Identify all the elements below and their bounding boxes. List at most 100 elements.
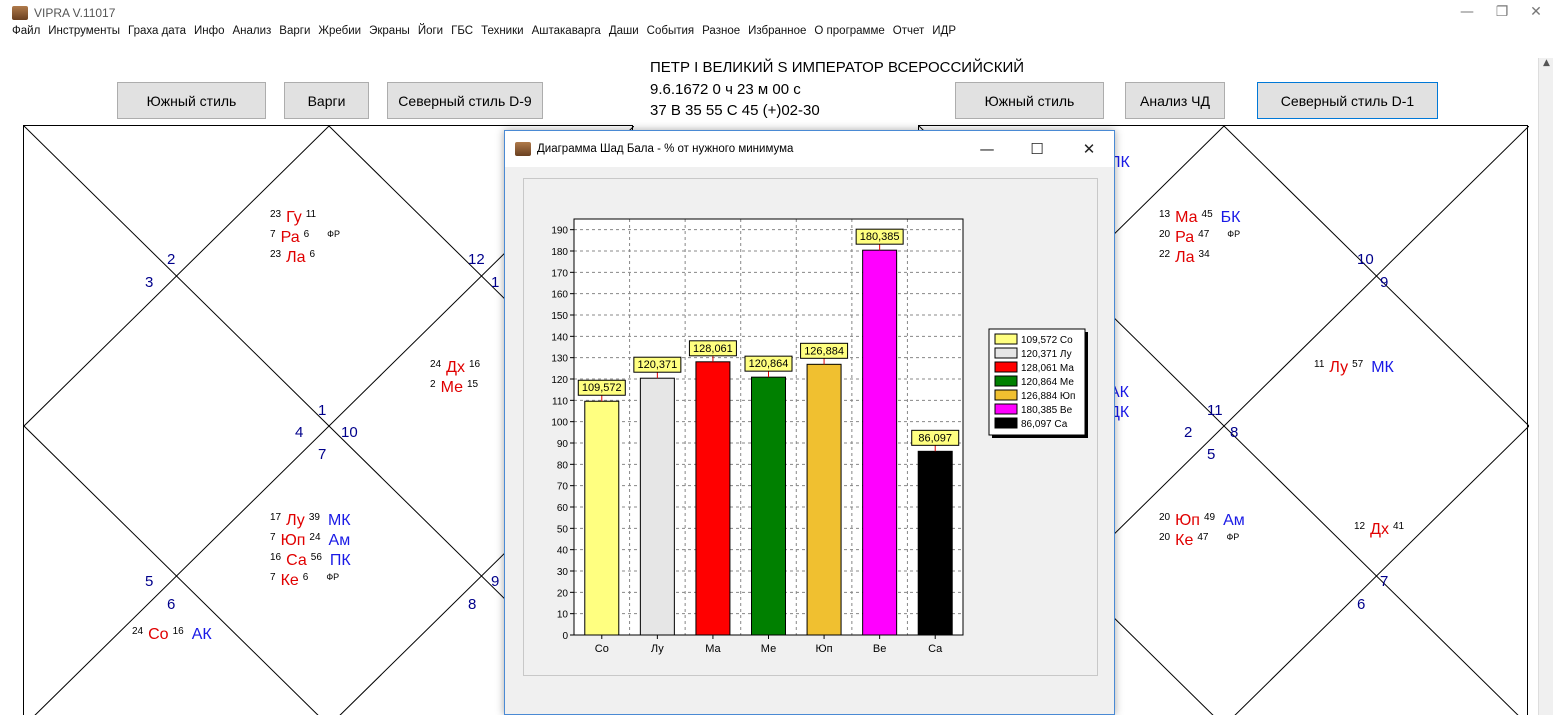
- vertical-scrollbar[interactable]: ▲: [1538, 58, 1553, 715]
- house-number: 1: [318, 402, 327, 419]
- planet-degree: 11: [1314, 359, 1325, 370]
- minimize-button[interactable]: —: [1460, 4, 1474, 20]
- planet-minutes: 16: [468, 359, 481, 370]
- north-style-d1-button[interactable]: Северный стиль D-1: [1257, 82, 1438, 119]
- menu-item-graha-data[interactable]: Граха дата: [128, 25, 186, 37]
- y-tick-label: 60: [557, 503, 569, 514]
- legend-entry: 126,884 Юп: [1021, 391, 1075, 402]
- menu-item-lots[interactable]: Жребии: [318, 25, 362, 37]
- planet-entry: 2 Ме 15: [430, 379, 478, 397]
- y-tick-label: 0: [562, 631, 568, 642]
- data-label: 120,371: [637, 359, 677, 371]
- house-number: 8: [468, 596, 477, 613]
- planet-entry: 23 Ла 6: [270, 249, 315, 267]
- data-label-box: [911, 429, 960, 446]
- menu-item-ashtakavarga[interactable]: Аштакаварга: [531, 25, 601, 37]
- planet-minutes: 34: [1198, 249, 1210, 260]
- functional-malefic-mark: ФР: [326, 572, 340, 582]
- menu-item-gbs[interactable]: ГБС: [451, 25, 474, 37]
- planet-name: Ке: [280, 572, 299, 589]
- menu-item-idr[interactable]: ИДР: [932, 25, 956, 37]
- y-tick-label: 130: [551, 354, 568, 365]
- x-tick-label: Лу: [651, 643, 664, 655]
- dialog-maximize-button[interactable]: ☐: [1030, 140, 1044, 158]
- menu-item-vargi[interactable]: Варги: [279, 25, 311, 37]
- x-tick-label: Со: [595, 643, 609, 655]
- close-button[interactable]: ✕: [1530, 4, 1542, 20]
- house-number: 1: [491, 274, 500, 291]
- legend-entry: 120,864 Ме: [1021, 377, 1074, 388]
- planet-entry: 23 Гу 11: [270, 209, 316, 227]
- menu-item-file[interactable]: Файл: [12, 25, 41, 37]
- data-label-box: [800, 342, 849, 359]
- dialog-minimize-button[interactable]: —: [979, 140, 995, 158]
- house-number: 3: [145, 274, 154, 291]
- menu-item-events[interactable]: События: [646, 25, 695, 37]
- planet-minutes: 15: [466, 379, 479, 390]
- legend-swatch: [994, 347, 1018, 359]
- house-number: 9: [1380, 274, 1389, 291]
- menu-item-techniques[interactable]: Техники: [481, 25, 524, 37]
- menu-item-about[interactable]: О программе: [814, 25, 885, 37]
- planet-entry: 7 Ра 6 ФР: [270, 229, 340, 247]
- menu-item-tools[interactable]: Инструменты: [48, 25, 120, 37]
- planet-entry: 7 Юп 24 Ам: [270, 532, 350, 550]
- planet-name: Со: [148, 626, 169, 643]
- y-tick-label: 120: [551, 375, 568, 386]
- menu-item-report[interactable]: Отчет: [892, 25, 925, 37]
- restore-button[interactable]: ❐: [1495, 4, 1509, 20]
- planet-name: Дх: [1370, 521, 1389, 538]
- planet-degree: 22: [1159, 249, 1171, 260]
- legend-swatch: [994, 403, 1018, 415]
- menu-item-dashas[interactable]: Даши: [608, 25, 639, 37]
- x-tick-label: Юп: [816, 643, 833, 655]
- planet-minutes: 24: [309, 532, 321, 543]
- planet-degree: 7: [270, 572, 276, 583]
- house-number: 4: [295, 424, 304, 441]
- app-title: VIPRA V.11017: [34, 6, 116, 20]
- planet-degree: 7: [270, 532, 276, 543]
- house-number: 6: [167, 596, 176, 613]
- analysis-chd-button[interactable]: Анализ ЧД: [1125, 82, 1225, 119]
- menu-item-misc[interactable]: Разное: [702, 25, 741, 37]
- karaka-label: БК: [1220, 209, 1241, 226]
- planet-entry: 24 Со 16 АК: [132, 626, 212, 644]
- y-tick-label: 170: [551, 268, 568, 279]
- y-tick-label: 160: [551, 290, 568, 301]
- y-tick-label: 40: [557, 546, 569, 557]
- menu-item-info[interactable]: Инфо: [193, 25, 225, 37]
- menu-item-screens[interactable]: Экраны: [369, 25, 410, 37]
- data-label: 180,385: [860, 231, 900, 243]
- menu-item-analysis[interactable]: Анализ: [232, 25, 272, 37]
- planet-minutes: 6: [302, 572, 309, 583]
- karaka-label: МК: [1371, 359, 1394, 376]
- legend-swatch: [994, 333, 1018, 345]
- planet-entry: 20 Юп 49 Ам: [1159, 512, 1245, 530]
- karaka-label: МК: [327, 512, 351, 529]
- south-style-button-right[interactable]: Южный стиль: [955, 82, 1104, 119]
- planet-minutes: 11: [305, 209, 317, 220]
- vargi-button[interactable]: Варги: [284, 82, 369, 119]
- shad-bala-bar-chart: 0 10 20 30 40 50 60 70 80 90 100 110 120 130 140 150 160…: [551, 218, 1088, 655]
- dialog-title-bar: Диаграмма Шад Бала - % от нужного миниму…: [505, 131, 1114, 167]
- scroll-up-arrow-icon[interactable]: ▲: [1543, 58, 1550, 68]
- y-tick-label: 10: [557, 610, 569, 621]
- planet-minutes: 6: [303, 229, 310, 240]
- dialog-close-button[interactable]: ✕: [1082, 140, 1096, 158]
- data-label-box: [633, 356, 682, 373]
- data-label: 109,572: [582, 382, 622, 394]
- y-tick-label: 110: [552, 396, 568, 407]
- planet-name: Гу: [286, 209, 302, 226]
- menu-item-favorites[interactable]: Избранное: [748, 25, 807, 37]
- south-style-button-left[interactable]: Южный стиль: [117, 82, 266, 119]
- planet-name: Юп: [280, 532, 306, 549]
- house-number: 7: [318, 446, 327, 463]
- planet-minutes: 45: [1201, 209, 1213, 220]
- planet-minutes: 56: [310, 552, 322, 563]
- y-tick-label: 90: [557, 439, 569, 450]
- x-tick-label: Ме: [761, 643, 776, 655]
- menu-item-yogas[interactable]: Йоги: [417, 25, 444, 37]
- north-style-d9-button[interactable]: Северный стиль D-9: [387, 82, 543, 119]
- data-label-box: [855, 228, 904, 245]
- legend-entry: 180,385 Ве: [1021, 405, 1073, 416]
